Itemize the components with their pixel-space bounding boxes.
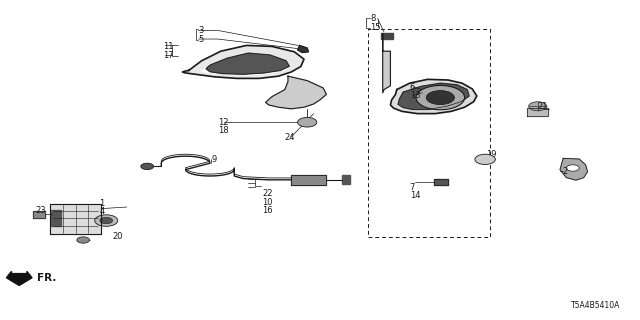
Text: 8: 8 <box>370 14 375 23</box>
Circle shape <box>100 217 113 224</box>
Text: 10: 10 <box>262 198 273 207</box>
Text: 3: 3 <box>198 26 204 35</box>
Polygon shape <box>398 83 469 109</box>
Text: 22: 22 <box>262 189 273 198</box>
Text: 24: 24 <box>285 133 295 142</box>
Text: 14: 14 <box>410 191 420 200</box>
Polygon shape <box>342 175 350 184</box>
Text: 17: 17 <box>163 51 174 60</box>
Text: 2: 2 <box>562 167 567 176</box>
Polygon shape <box>51 210 61 218</box>
Circle shape <box>298 117 317 127</box>
Circle shape <box>416 85 465 110</box>
Circle shape <box>426 91 454 105</box>
Circle shape <box>77 237 90 243</box>
Text: 15: 15 <box>370 23 380 32</box>
Circle shape <box>529 102 547 111</box>
Polygon shape <box>291 175 326 185</box>
Text: 12: 12 <box>218 118 228 127</box>
Text: 16: 16 <box>262 206 273 215</box>
Text: 1: 1 <box>99 199 104 208</box>
Polygon shape <box>434 179 448 185</box>
Text: 23: 23 <box>35 206 46 215</box>
Polygon shape <box>6 271 32 285</box>
Polygon shape <box>51 219 61 226</box>
Text: 6: 6 <box>410 83 415 92</box>
Polygon shape <box>33 211 45 218</box>
Polygon shape <box>527 108 548 116</box>
Circle shape <box>475 154 495 164</box>
Polygon shape <box>50 204 101 234</box>
Circle shape <box>95 215 118 226</box>
Text: 7: 7 <box>410 183 415 192</box>
Text: 11: 11 <box>163 42 173 51</box>
Circle shape <box>566 165 579 171</box>
Text: 21: 21 <box>538 102 548 111</box>
Polygon shape <box>206 53 289 74</box>
Text: 18: 18 <box>218 126 228 135</box>
Text: 13: 13 <box>410 91 420 100</box>
Text: 20: 20 <box>112 232 122 241</box>
Polygon shape <box>298 45 308 52</box>
Text: 9: 9 <box>211 155 216 164</box>
Text: FR.: FR. <box>37 273 56 283</box>
Text: 5: 5 <box>198 35 204 44</box>
Text: 19: 19 <box>486 150 497 159</box>
Text: 4: 4 <box>99 207 104 216</box>
Circle shape <box>141 163 154 170</box>
Polygon shape <box>381 33 393 39</box>
Text: T5A4B5410A: T5A4B5410A <box>572 301 621 310</box>
Polygon shape <box>383 34 390 93</box>
Polygon shape <box>560 158 588 180</box>
Polygon shape <box>182 45 304 78</box>
Polygon shape <box>266 76 326 109</box>
Polygon shape <box>390 79 477 114</box>
